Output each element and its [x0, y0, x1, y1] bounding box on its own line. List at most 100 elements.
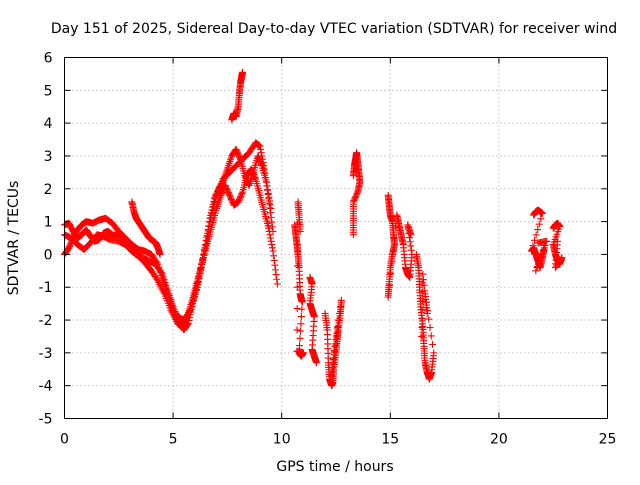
data-point: [200, 247, 208, 255]
data-point: [267, 213, 275, 221]
data-point: [293, 347, 301, 355]
data-point: [267, 237, 275, 245]
data-point: [336, 303, 344, 311]
data-point: [257, 145, 265, 153]
data-point: [239, 68, 247, 76]
series-track-g: [306, 273, 320, 367]
data-point: [419, 288, 427, 296]
data-point: [266, 201, 274, 209]
data-point: [334, 316, 342, 324]
data-point: [225, 159, 233, 167]
data-point: [270, 252, 278, 260]
data-point: [272, 271, 280, 279]
data-point: [267, 204, 275, 212]
data-point: [294, 241, 302, 249]
data-point: [328, 372, 336, 380]
data-point: [268, 223, 276, 231]
data-point: [264, 186, 272, 194]
data-point: [430, 349, 438, 357]
data-point: [267, 234, 275, 242]
data-point: [257, 149, 265, 157]
data-point: [271, 261, 279, 269]
series-track-d: [128, 198, 164, 258]
data-point: [312, 359, 320, 367]
x-tick-label: 10: [273, 432, 291, 448]
data-point: [205, 218, 213, 226]
data-point: [418, 332, 426, 340]
data-point: [428, 340, 436, 348]
data-point: [263, 182, 271, 190]
data-point: [387, 270, 395, 278]
data-point: [537, 215, 545, 223]
data-point: [535, 220, 543, 228]
data-point: [256, 142, 264, 150]
data-point: [226, 158, 234, 166]
data-point: [204, 229, 212, 237]
data-point: [236, 154, 244, 162]
x-tick-label: 20: [490, 432, 508, 448]
data-point: [204, 226, 212, 234]
data-point: [258, 160, 266, 168]
grid-layer: [64, 57, 608, 419]
data-point: [296, 342, 304, 350]
data-point: [407, 231, 415, 239]
data-point: [202, 241, 210, 249]
data-point: [271, 266, 279, 274]
data-point: [268, 241, 276, 249]
y-tick-label: 2: [44, 182, 53, 198]
data-point: [266, 231, 274, 239]
x-tick-label: 25: [599, 432, 617, 448]
y-tick-label: -4: [39, 379, 53, 395]
data-point: [332, 332, 340, 340]
series-track-l: [527, 206, 551, 275]
data-point: [406, 238, 414, 246]
data-point: [388, 258, 396, 266]
data-point: [293, 305, 301, 313]
data-point: [418, 306, 426, 314]
data-point: [349, 231, 357, 239]
data-point: [294, 262, 302, 270]
data-point: [298, 298, 306, 306]
data-point: [238, 189, 246, 197]
x-tick-label: 15: [381, 432, 399, 448]
data-point: [265, 193, 273, 201]
data-point: [273, 275, 281, 283]
data-point: [422, 298, 430, 306]
data-point: [350, 196, 358, 204]
plot-frame: [64, 57, 608, 419]
y-tick-label: 6: [44, 51, 53, 67]
data-point: [199, 257, 207, 265]
x-tick-label: 0: [60, 432, 69, 448]
data-point: [268, 244, 276, 252]
data-point: [418, 324, 426, 332]
data-point: [538, 209, 546, 217]
data-point: [298, 305, 306, 313]
data-point: [297, 320, 305, 328]
data-point: [407, 246, 415, 254]
series-track-h: [321, 296, 345, 390]
data-point: [419, 279, 427, 287]
data-point: [407, 242, 415, 250]
data-point: [389, 246, 397, 254]
series-track-e: [228, 68, 247, 124]
data-point: [270, 257, 278, 265]
y-tick-label: 4: [44, 116, 53, 132]
data-point: [199, 254, 207, 262]
data-point: [532, 267, 540, 275]
data-point: [269, 227, 277, 235]
data-point: [554, 237, 562, 245]
series-track-i: [349, 149, 364, 239]
data-point: [425, 315, 433, 323]
data-point: [337, 296, 345, 304]
y-axis-label: SDTVAR / TECUs: [6, 181, 22, 296]
data-point: [534, 239, 542, 247]
data-point: [538, 250, 546, 258]
series-track-f: [291, 198, 307, 360]
data-point: [264, 189, 272, 197]
y-tick-label: -1: [39, 280, 53, 296]
data-point: [418, 315, 426, 323]
y-tick-label: -3: [39, 346, 53, 362]
data-point: [296, 327, 304, 335]
data-point: [184, 320, 192, 328]
